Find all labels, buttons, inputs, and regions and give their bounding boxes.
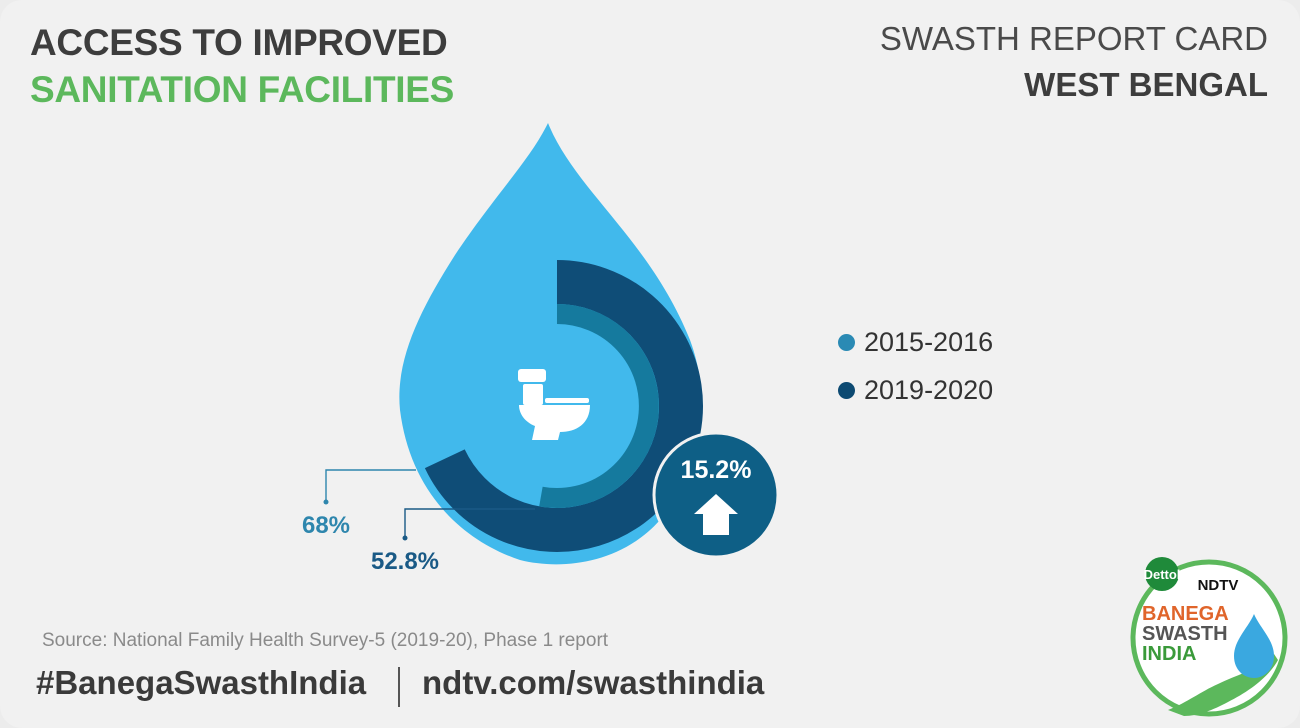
report-card-label: SWASTH REPORT CARD [879, 20, 1268, 57]
callout-dot-52-8 [402, 535, 408, 541]
hashtag-text: #BanegaSwasthIndia [36, 664, 367, 701]
svg-text:SWASTH: SWASTH [1142, 623, 1228, 645]
legend-dot-2015-2016 [838, 333, 855, 351]
callout-line-68 [325, 469, 416, 502]
legend-label-2019-2020: 2019-2020 [864, 374, 994, 405]
title-line-1: ACCESS TO IMPROVED [30, 22, 448, 63]
series-arc-2015-2016 [539, 304, 659, 508]
svg-text:NDTV: NDTV [1198, 577, 1239, 594]
data-label-52-8: 52.8% [371, 548, 439, 575]
source-note: Source: National Family Health Survey-5 … [42, 630, 609, 651]
change-value: 15.2% [681, 456, 752, 484]
water-drop-icon [1234, 614, 1274, 678]
footer-url: ndtv.com/swasthindia [422, 664, 765, 701]
legend-label-2015-2016: 2015-2016 [864, 326, 994, 357]
svg-text:INDIA: INDIA [1142, 643, 1196, 665]
legend-dot-2019-2020 [838, 381, 855, 399]
data-label-68: 68% [302, 512, 350, 539]
hand-icon [1168, 654, 1278, 716]
title-line-2: SANITATION FACILITIES [30, 69, 454, 110]
legend: 2015-2016 2019-2020 [838, 318, 993, 414]
svg-text:BANEGA: BANEGA [1142, 603, 1229, 625]
toilet-icon [518, 369, 590, 440]
footer-divider [398, 667, 400, 707]
state-name: WEST BENGAL [1024, 66, 1268, 103]
banega-swasth-india-logo: Dettol NDTV BANEGA SWASTH INDIA [1130, 557, 1288, 717]
callout-line-52-8 [404, 508, 535, 538]
arrow-up-icon [694, 494, 738, 535]
legend-item-2019-2020: 2019-2020 [838, 366, 993, 414]
callout-dot-68 [323, 499, 329, 505]
svg-text:Dettol: Dettol [1144, 567, 1181, 582]
legend-item-2015-2016: 2015-2016 [838, 318, 993, 366]
